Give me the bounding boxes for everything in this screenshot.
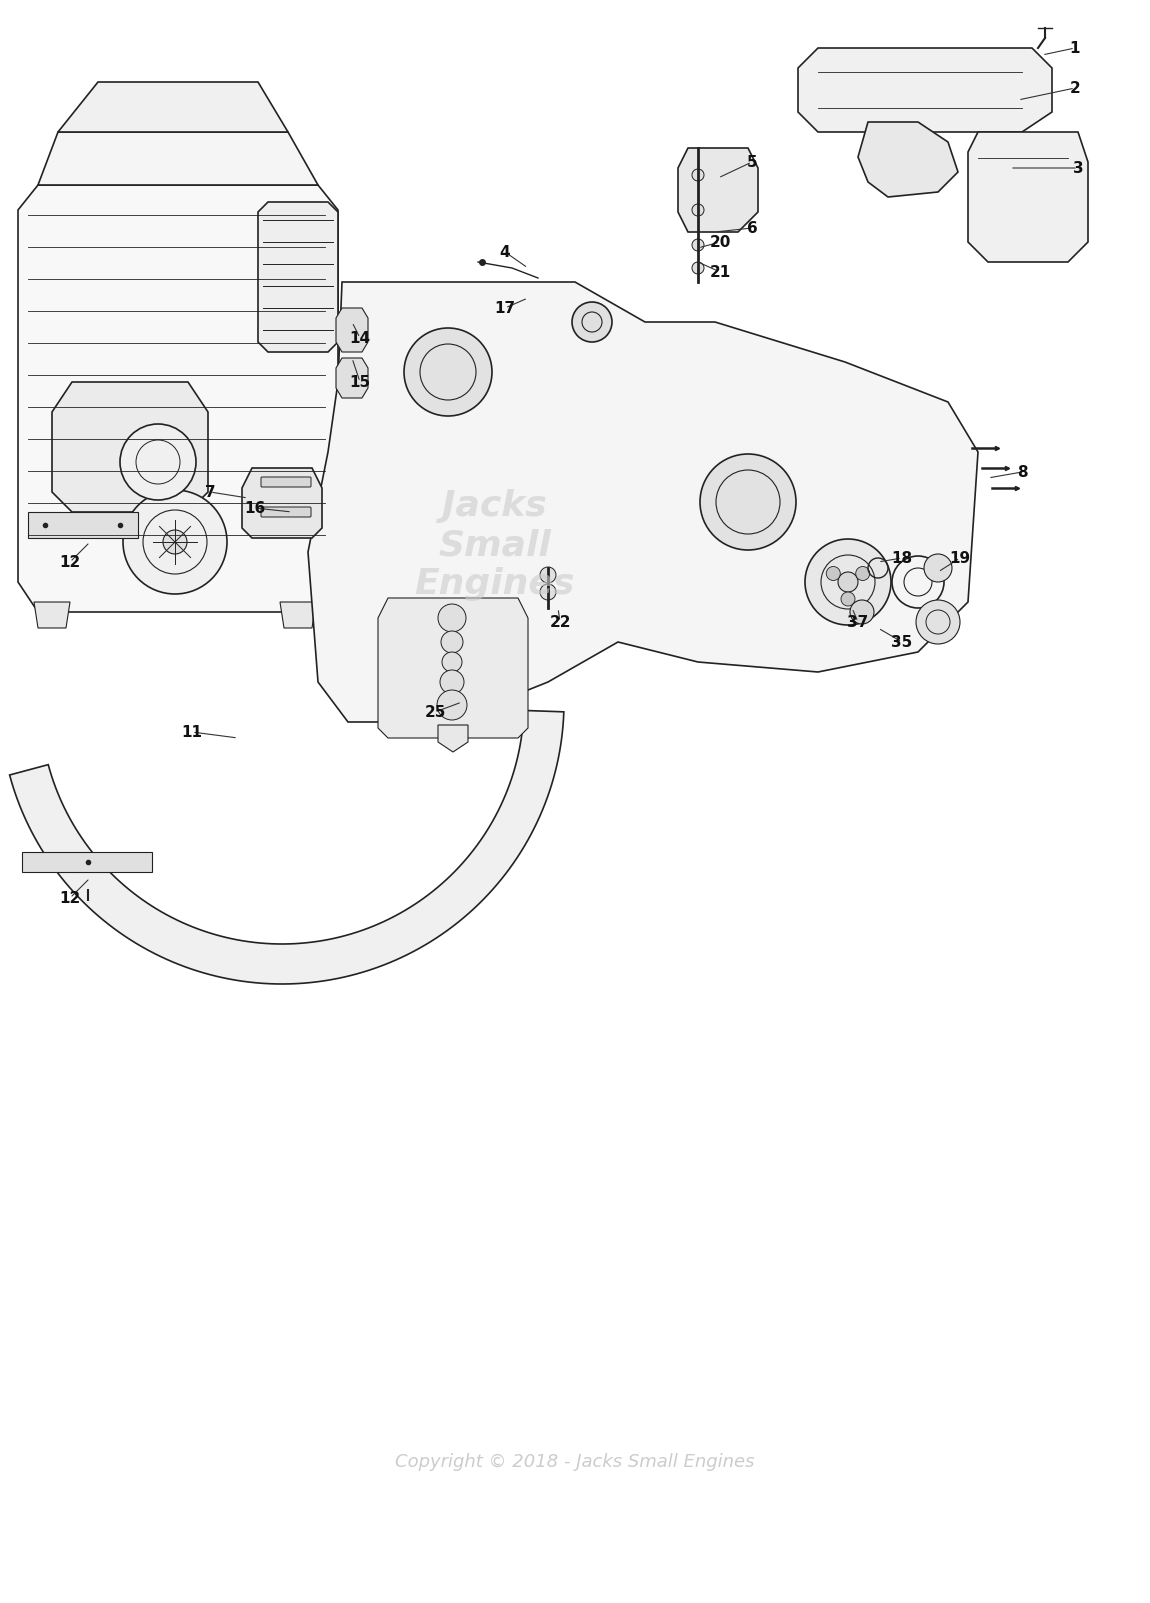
Polygon shape [968,131,1088,261]
Circle shape [540,583,555,600]
Circle shape [850,600,874,624]
Text: 20: 20 [710,234,730,250]
Text: 25: 25 [424,704,446,720]
Text: 19: 19 [950,550,971,566]
Circle shape [442,652,462,672]
Text: 22: 22 [550,614,570,630]
Text: 3: 3 [1073,160,1083,175]
Text: 37: 37 [848,614,868,630]
Polygon shape [22,853,152,872]
Circle shape [440,670,463,694]
Circle shape [917,600,960,644]
Circle shape [692,204,704,216]
Circle shape [923,555,952,582]
Circle shape [163,531,187,555]
Polygon shape [438,725,468,752]
Polygon shape [378,598,528,737]
Text: 21: 21 [710,264,730,279]
Text: 5: 5 [746,154,758,170]
Circle shape [827,566,841,580]
Circle shape [540,567,555,583]
Polygon shape [258,202,338,353]
Polygon shape [28,511,138,539]
Text: 8: 8 [1017,465,1027,479]
Circle shape [692,168,704,181]
Text: 15: 15 [350,375,370,390]
FancyBboxPatch shape [261,507,310,518]
Circle shape [700,454,796,550]
Polygon shape [798,48,1052,131]
Text: Jacks
Small
Engines: Jacks Small Engines [414,489,575,601]
Text: 2: 2 [1070,80,1080,96]
Circle shape [572,301,612,341]
Polygon shape [678,147,758,232]
Circle shape [440,632,463,652]
Text: 11: 11 [182,725,202,739]
Text: 12: 12 [60,555,80,569]
Polygon shape [242,468,322,539]
Text: 35: 35 [891,635,913,649]
Text: 1: 1 [1070,40,1080,56]
Text: 16: 16 [245,500,266,516]
Circle shape [692,261,704,274]
Circle shape [692,239,704,252]
Polygon shape [336,357,368,398]
Circle shape [404,329,492,417]
Text: 4: 4 [500,245,511,260]
Text: 6: 6 [746,221,758,236]
Circle shape [437,689,467,720]
Polygon shape [18,184,338,612]
Circle shape [120,425,196,500]
Text: Copyright © 2018 - Jacks Small Engines: Copyright © 2018 - Jacks Small Engines [396,1452,754,1472]
Text: 7: 7 [205,484,215,500]
Polygon shape [9,710,564,984]
Circle shape [123,491,227,595]
Polygon shape [279,603,316,628]
Text: 18: 18 [891,550,913,566]
Circle shape [856,566,869,580]
Text: 17: 17 [494,300,515,316]
Circle shape [841,592,854,606]
Polygon shape [38,131,319,184]
Circle shape [438,604,466,632]
Text: 14: 14 [350,330,370,346]
Circle shape [805,539,891,625]
Polygon shape [58,82,288,131]
Polygon shape [308,282,978,721]
Polygon shape [52,382,208,511]
Polygon shape [34,603,70,628]
FancyBboxPatch shape [261,478,310,487]
Polygon shape [858,122,958,197]
Polygon shape [336,308,368,353]
Circle shape [838,572,858,592]
Text: 12: 12 [60,891,80,906]
